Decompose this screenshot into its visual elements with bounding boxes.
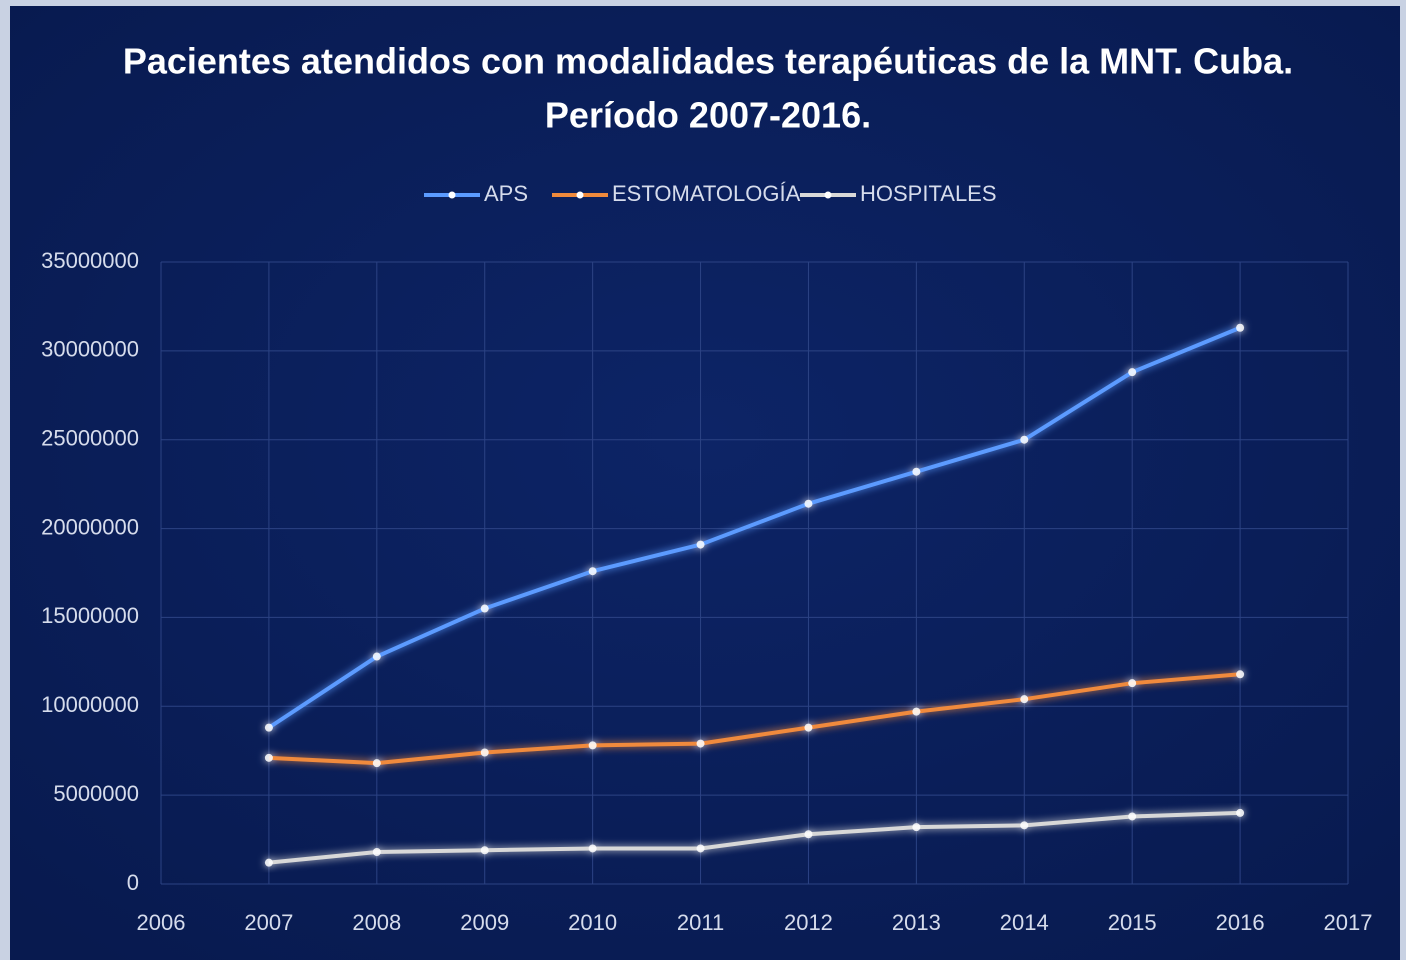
data-point	[372, 652, 381, 661]
data-point	[804, 723, 813, 732]
x-tick-label: 2009	[460, 910, 509, 935]
series	[264, 670, 1245, 768]
chart-background	[10, 6, 1400, 960]
data-point	[1020, 821, 1029, 830]
data-point	[480, 604, 489, 613]
x-tick-label: 2008	[352, 910, 401, 935]
data-point	[1236, 808, 1245, 817]
data-point	[480, 748, 489, 757]
data-point	[1236, 323, 1245, 332]
data-point	[696, 540, 705, 549]
series-line	[268, 810, 1241, 865]
legend-label: HOSPITALES	[860, 181, 997, 206]
legend-marker	[576, 191, 584, 199]
y-tick-label: 30000000	[41, 337, 139, 362]
data-point	[1236, 670, 1245, 679]
legend-label: APS	[484, 181, 528, 206]
series-line	[268, 672, 1241, 766]
chart-title: Pacientes atendidos con modalidades tera…	[123, 41, 1293, 82]
data-point	[912, 823, 921, 832]
legend-marker	[448, 191, 456, 199]
x-tick-label: 2010	[568, 910, 617, 935]
data-point	[372, 848, 381, 857]
series	[264, 808, 1245, 867]
data-point	[588, 741, 597, 750]
data-point	[696, 844, 705, 853]
y-tick-label: 20000000	[41, 514, 139, 539]
data-point	[1128, 812, 1137, 821]
data-point	[264, 723, 273, 732]
legend-label: ESTOMATOLOGÍA	[612, 181, 801, 206]
data-point	[372, 759, 381, 768]
data-point	[912, 467, 921, 476]
series	[264, 323, 1245, 732]
x-tick-label: 2006	[137, 910, 186, 935]
x-tick-label: 2017	[1324, 910, 1373, 935]
data-point	[588, 567, 597, 576]
x-tick-label: 2011	[677, 910, 724, 935]
data-point	[264, 858, 273, 867]
y-tick-label: 0	[127, 870, 139, 895]
x-tick-label: 2016	[1216, 910, 1265, 935]
data-point	[480, 846, 489, 855]
series-line	[267, 325, 1241, 730]
data-point	[804, 499, 813, 508]
y-tick-label: 5000000	[53, 781, 139, 806]
x-tick-label: 2007	[244, 910, 293, 935]
data-point	[1020, 695, 1029, 704]
y-tick-label: 10000000	[41, 692, 139, 717]
chart-subtitle: Período 2007-2016.	[545, 95, 871, 136]
data-point	[1128, 368, 1137, 377]
data-point	[804, 830, 813, 839]
data-point	[264, 753, 273, 762]
data-point	[1020, 435, 1029, 444]
y-tick-label: 15000000	[41, 603, 139, 628]
data-point	[696, 739, 705, 748]
x-tick-label: 2012	[784, 910, 833, 935]
legend-marker	[824, 191, 832, 199]
x-tick-label: 2015	[1108, 910, 1157, 935]
x-tick-label: 2013	[892, 910, 941, 935]
x-tick-label: 2014	[1000, 910, 1049, 935]
y-tick-label: 35000000	[41, 248, 139, 273]
data-point	[912, 707, 921, 716]
data-point	[1128, 679, 1137, 688]
y-tick-label: 25000000	[41, 426, 139, 451]
data-point	[588, 844, 597, 853]
